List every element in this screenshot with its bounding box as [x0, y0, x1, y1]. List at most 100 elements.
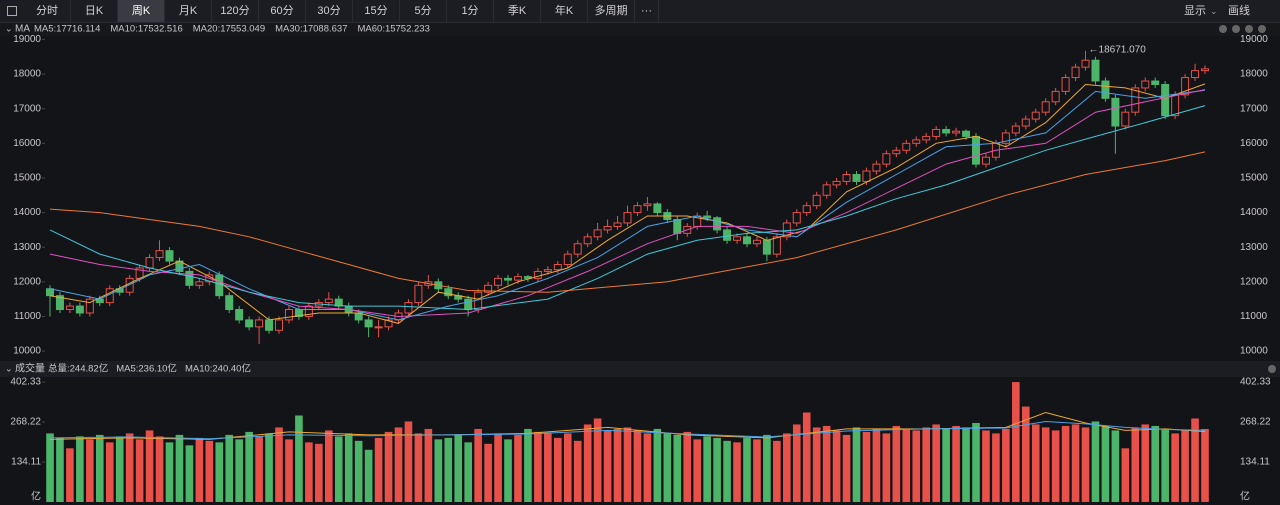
volume-bar: [1201, 428, 1209, 502]
candle-body: [912, 139, 921, 144]
tab[interactable]: 60分: [259, 0, 306, 22]
volume-bar: [1161, 428, 1169, 502]
volume-bar: [1191, 418, 1199, 502]
display-menu[interactable]: 显示: [1184, 5, 1206, 17]
volume-bar: [554, 437, 562, 502]
collapse-icon[interactable]: ⌄: [5, 363, 13, 373]
draw-button[interactable]: 画线: [1228, 5, 1250, 17]
volume-bar: [364, 449, 373, 502]
layout-icon[interactable]: [0, 0, 24, 22]
legend-entry: MA60:15752.233: [358, 24, 430, 35]
volume-bar: [812, 427, 821, 502]
candle-body: [703, 215, 712, 219]
volume-bar: [404, 421, 413, 502]
volume-bar: [524, 428, 532, 502]
y-tick-label: 19000: [13, 34, 41, 45]
candle-body: [145, 257, 154, 269]
volume-bar: [792, 424, 801, 502]
tab[interactable]: 日K: [71, 0, 118, 22]
volume-bar: [125, 433, 134, 502]
candle-body: [862, 170, 871, 182]
volume-bar: [982, 430, 990, 502]
candle-body: [494, 277, 503, 286]
volume-bar: [295, 415, 303, 502]
panel-icons[interactable]: [1219, 25, 1276, 373]
candle-body: [374, 326, 383, 329]
y-tick-label: 13000: [1240, 242, 1268, 253]
volume-bar: [653, 428, 662, 502]
volume-bar: [1071, 424, 1080, 502]
candle-body: [733, 236, 742, 241]
volume-bar: [643, 433, 652, 502]
volume-bar: [1171, 433, 1179, 502]
candle-body: [155, 250, 164, 259]
volume-bar: [753, 439, 761, 502]
tab[interactable]: 120分: [212, 0, 259, 22]
candle-body: [1011, 125, 1020, 134]
candle-body: [1131, 87, 1140, 113]
legend-entry: MA20:17553.049: [193, 24, 265, 35]
y-tick-label: 16000: [13, 138, 41, 149]
volume-bar: [394, 427, 403, 502]
y-tick-label: 13000: [13, 242, 41, 253]
candle-body: [623, 212, 632, 224]
tab[interactable]: 15分: [353, 0, 400, 22]
candle-body: [364, 319, 373, 328]
candle-body: [573, 243, 582, 255]
tab[interactable]: 多周期: [588, 0, 635, 22]
candle-body: [95, 298, 104, 304]
candle-body: [633, 205, 642, 214]
candle-body: [1171, 94, 1180, 117]
candle-body: [742, 236, 751, 245]
candle-body: [384, 319, 393, 328]
price-header: [0, 23, 1280, 36]
volume-bar: [115, 436, 124, 502]
ma-line: [49, 105, 1206, 311]
tab[interactable]: 1分: [447, 0, 494, 22]
collapse-icon[interactable]: ⌄: [5, 23, 13, 33]
volume-bar: [534, 431, 542, 502]
dropdown-arrow[interactable]: ⌄: [1210, 6, 1218, 16]
candle-body: [981, 156, 990, 165]
candle-body: [922, 135, 931, 141]
candle-body: [713, 217, 722, 231]
volume-bar: [255, 436, 263, 502]
candle-body: [165, 250, 174, 262]
volume-bar: [623, 427, 632, 502]
volume-bar: [693, 439, 701, 502]
tab[interactable]: 季K: [494, 0, 541, 22]
tab[interactable]: 年K: [541, 0, 588, 22]
candle-body: [1201, 68, 1209, 72]
tab[interactable]: 5分: [400, 0, 447, 22]
tab[interactable]: 30分: [306, 0, 353, 22]
tab[interactable]: 周K: [118, 0, 165, 22]
volume-bar: [275, 427, 283, 502]
volume-bar: [235, 439, 243, 502]
candle-body: [1071, 66, 1080, 79]
more-button[interactable]: ···: [635, 0, 659, 22]
volume-bar: [743, 437, 751, 502]
candle-body: [85, 298, 94, 314]
y-tick-label: 134.11: [11, 457, 41, 468]
max-label: 18671.070: [1099, 44, 1147, 55]
candle-body: [275, 319, 284, 331]
candle-body: [553, 264, 562, 271]
volume-bar: [1041, 427, 1050, 502]
volume-bar: [773, 440, 781, 502]
volume-bar: [374, 437, 383, 502]
volume-bar: [1031, 424, 1040, 502]
tab[interactable]: 月K: [165, 0, 212, 22]
candle-body: [1081, 59, 1090, 68]
candle-body: [752, 239, 761, 245]
tab[interactable]: 分时: [24, 0, 71, 22]
volume-bar: [195, 437, 204, 502]
volume-bar: [613, 428, 622, 502]
candle-body: [723, 229, 732, 241]
candle-body: [484, 284, 493, 293]
y-tick-label: 402.33: [10, 377, 41, 388]
candle-body: [464, 298, 473, 311]
volume-bar: [1151, 425, 1160, 502]
volume-bar: [324, 430, 333, 502]
volume-bar: [424, 428, 433, 502]
